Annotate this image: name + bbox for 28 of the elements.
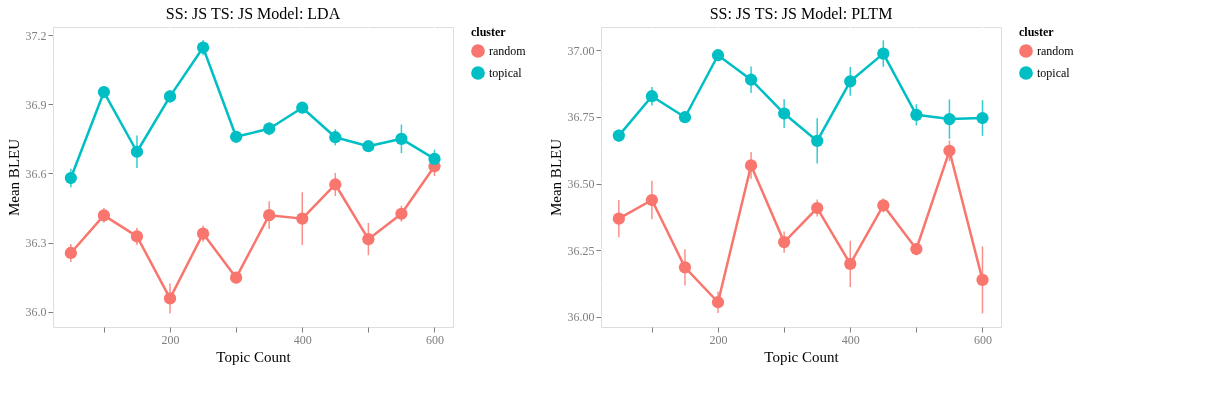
y-tick-label: 37.00: [567, 43, 595, 58]
y-tick-label: 36.6: [25, 166, 47, 181]
y-axis-title: Mean BLEU: [5, 138, 22, 217]
legend-label: random: [489, 44, 527, 58]
x-tick-label: 200: [161, 332, 180, 347]
y-tick-label: 36.0: [25, 305, 47, 320]
x-tick-label: 400: [293, 332, 312, 347]
y-tick-label: 36.75: [567, 110, 595, 125]
y-axis-title: Mean BLEU: [547, 138, 564, 217]
chart-title: SS: JS TS: JS Model: PLTM: [709, 5, 893, 23]
x-axis-title: Topic Count: [216, 348, 292, 365]
x-tick-label: 600: [425, 332, 444, 347]
y-tick-label: 37.2: [25, 28, 47, 43]
x-tick-label: 200: [709, 332, 728, 347]
y-tick-label: 36.9: [25, 97, 47, 112]
legend-label: topical: [489, 66, 523, 80]
y-tick-label: 36.00: [567, 310, 595, 325]
x-axis-title: Topic Count: [764, 348, 840, 365]
legend-label: random: [1037, 44, 1075, 58]
y-tick-label: 36.50: [567, 177, 595, 192]
legend-title: cluster: [471, 25, 507, 39]
y-tick-label: 36.3: [25, 236, 47, 251]
legend-label: topical: [1037, 66, 1071, 80]
x-tick-label: 600: [973, 332, 992, 347]
legend-title: cluster: [1019, 25, 1055, 39]
x-tick-label: 400: [841, 332, 860, 347]
y-tick-label: 36.25: [567, 243, 595, 258]
chart-title: SS: JS TS: JS Model: LDA: [165, 5, 341, 23]
